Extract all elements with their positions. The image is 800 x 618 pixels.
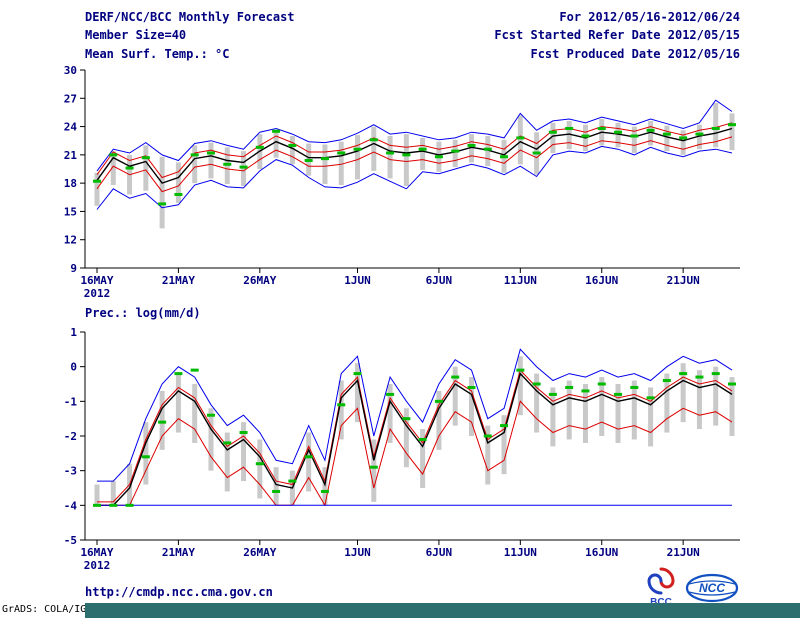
ncc-logo-latitude-lines	[688, 580, 736, 596]
tick-label: -2	[64, 430, 77, 443]
tick-label: 1	[70, 326, 77, 339]
produced-date-label: Fcst Produced Date 2012/05/16	[530, 47, 740, 61]
tick-label: -1	[64, 395, 78, 408]
ncc-logo-text: NCC	[699, 581, 725, 595]
tick-label: 26MAY	[243, 274, 276, 287]
tick-label: 30	[64, 64, 77, 77]
tick-label: 16MAY	[80, 546, 113, 559]
series-ensemble-max	[97, 348, 733, 482]
series-ensemble-mean	[97, 372, 733, 507]
series-percentile-upper	[96, 122, 733, 179]
series-percentile-lower	[96, 136, 733, 193]
website-url: http://cmdp.ncc.cma.gov.cn	[85, 585, 273, 599]
tick-label: 16MAY	[80, 274, 113, 287]
page-title: DERF/NCC/BCC Monthly Forecast	[85, 10, 295, 24]
tick-label: -4	[64, 499, 78, 512]
ncc-logo: NCC	[685, 573, 739, 603]
tick-label: 21MAY	[162, 274, 195, 287]
tick-label: 16JUN	[585, 274, 618, 287]
series-ensemble-mean	[96, 127, 733, 184]
tick-label: 24	[64, 121, 78, 134]
bcc-logo-blue-swirl	[647, 573, 663, 595]
tick-label: 21JUN	[667, 546, 700, 559]
bcc-logo-text: BCC	[650, 597, 672, 608]
tick-label: 26MAY	[243, 546, 276, 559]
bcc-logo-red-swirl	[659, 567, 675, 589]
tick-label: 21MAY	[162, 546, 195, 559]
prec-panel-title: Prec.: log(mm/d)	[85, 306, 201, 320]
tick-label: -5	[64, 534, 77, 547]
grads-credit: GrADS: COLA/IGES	[2, 604, 99, 615]
tick-label: 21JUN	[667, 274, 700, 287]
tick-label: 27	[64, 92, 77, 105]
tick-label: 11JUN	[504, 274, 537, 287]
tick-label: 11JUN	[504, 546, 537, 559]
tick-label: 16JUN	[585, 546, 618, 559]
tick-label: 2012	[84, 559, 111, 572]
tick-label: 1JUN	[344, 274, 371, 287]
tick-label: 1JUN	[344, 546, 371, 559]
tick-label: 6JUN	[426, 546, 453, 559]
temp-panel-title: Mean Surf. Temp.: °C	[85, 47, 230, 61]
refer-date-label: Fcst Started Refer Date 2012/05/15	[494, 28, 740, 42]
member-spread-bars	[94, 103, 735, 229]
member-spread-bars	[94, 356, 735, 506]
series-percentile-upper	[97, 369, 733, 503]
ncc-logo-globe	[685, 573, 739, 603]
precipitation-chart: -5 -4 -3 -2 -1 0 1 16MAY 21MAY 26MAY 1JUN 6JUN 11JUN…	[64, 326, 740, 572]
series-ensemble-min	[96, 145, 733, 210]
tick-label: -3	[64, 465, 77, 478]
tick-label: 2012	[84, 287, 111, 300]
tick-label: 12	[64, 234, 77, 247]
tick-label: 0	[70, 361, 77, 374]
series-percentile-lower	[97, 400, 733, 507]
temperature-chart: 9 12 15 18 21 24 27 30 16MAY 21MAY 26MAY 1JUN 6JUN 11…	[64, 64, 740, 300]
tick-label: 18	[64, 177, 77, 190]
bcc-logo: BCC	[647, 567, 675, 608]
observation-dash-group	[93, 368, 736, 507]
observation-dash-group	[93, 123, 736, 206]
member-size-label: Member Size=40	[85, 28, 187, 42]
tick-label: 21	[64, 149, 78, 162]
tick-label: 9	[70, 262, 77, 275]
footer-bar	[85, 603, 800, 618]
tick-label: 15	[64, 205, 77, 218]
tick-label: 6JUN	[426, 274, 453, 287]
series-ensemble-max	[96, 99, 733, 172]
forecast-range-label: For 2012/05/16-2012/06/24	[559, 10, 740, 24]
